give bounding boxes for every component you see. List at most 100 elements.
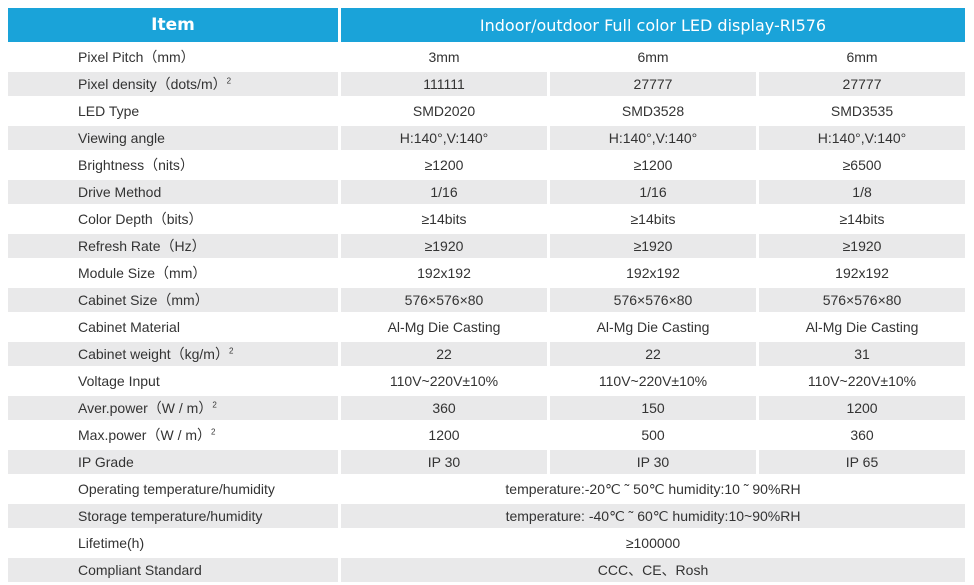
row-label-text: LED Type: [78, 103, 140, 119]
cell-value: ≥1200: [633, 157, 673, 173]
row-label: Cabinet Size（mm）: [8, 288, 338, 312]
row-label-text: Pixel Pitch（mm）: [78, 49, 195, 65]
table-row: Lifetime(h) ≥100000: [8, 531, 965, 555]
row-label-text: IP Grade: [78, 454, 134, 470]
row-label: Lifetime(h): [78, 535, 145, 551]
cell-value: IP 30: [550, 450, 756, 474]
cell-value: 6mm: [637, 49, 669, 65]
cell-value: ≥6500: [842, 157, 882, 173]
cell-value: 1/16: [550, 180, 756, 204]
row-label: Viewing angle: [8, 126, 338, 150]
cell-value: 1/16: [341, 180, 547, 204]
cell-value: H:140°,V:140°: [759, 126, 966, 150]
row-label: Cabinet Material: [8, 315, 338, 339]
cell-value: 360: [850, 427, 874, 443]
cell-value: 1200: [759, 396, 966, 420]
merged-cell-value: temperature: -40℃ ˜ 60℃ humidity:10~90%R…: [341, 504, 966, 528]
cell-value: Al-Mg Die Casting: [596, 319, 710, 335]
item-column-header: Item: [8, 8, 338, 42]
row-label: Aver.power（W / m）2: [8, 396, 338, 420]
header-row: Item Indoor/outdoor Full color LED displ…: [8, 8, 966, 42]
table-row: IP Grade IP 30 IP 30 IP 65: [8, 450, 966, 474]
cell-value: IP 65: [759, 450, 966, 474]
product-column-header: Indoor/outdoor Full color LED display-RI…: [341, 8, 966, 42]
table-row: Refresh Rate（Hz） ≥1920 ≥1920 ≥1920: [8, 234, 966, 258]
cell-value: 576×576×80: [550, 288, 756, 312]
cell-value: 192x192: [835, 265, 889, 281]
row-label: Module Size（mm）: [8, 261, 338, 285]
row-label: Compliant Standard: [8, 558, 338, 582]
cell-value: 110V~220V±10%: [598, 373, 708, 389]
cell-value: ≥14bits: [421, 211, 467, 227]
row-label-text: Max.power（W / m）: [78, 427, 212, 443]
table-row: Cabinet Size（mm） 576×576×80 576×576×80 576×…: [8, 288, 966, 312]
unit-superscript: 2: [228, 346, 234, 356]
spec-table: Item Indoor/outdoor Full color LED displ…: [5, 5, 968, 585]
cell-value: SMD3535: [830, 103, 894, 119]
row-label-text: Cabinet Material: [78, 319, 180, 335]
table-row: Color Depth（bits） ≥14bits ≥14bits ≥14bits: [8, 207, 965, 231]
row-label: Cabinet weight（kg/m）2: [8, 342, 338, 366]
row-label: Operating temperature/humidity: [78, 481, 275, 497]
cell-value: 500: [641, 427, 665, 443]
merged-cell-value: ≥100000: [625, 535, 681, 551]
row-label-text: Viewing angle: [78, 130, 165, 146]
row-label: Color Depth（bits）: [8, 207, 338, 231]
row-label: Pixel density（dots/m）2: [8, 72, 338, 96]
cell-value: H:140°,V:140°: [341, 126, 547, 150]
row-label: Brightness（nits）: [8, 153, 338, 177]
table-row: Max.power（W / m）2 1200 500 360: [8, 423, 965, 447]
merged-cell-value: CCC、CE、Rosh: [341, 558, 966, 582]
unit-superscript: 2: [212, 400, 217, 410]
cell-value: 192x192: [626, 265, 680, 281]
cell-value: 150: [550, 396, 756, 420]
cell-value: SMD2020: [412, 103, 476, 119]
cell-value: 3mm: [428, 49, 460, 65]
row-label: Refresh Rate（Hz）: [8, 234, 338, 258]
row-label-text: Aver.power（W / m）: [78, 400, 213, 416]
row-label-text: Module Size（mm）: [78, 265, 207, 281]
cell-value: 22: [341, 342, 547, 366]
table-row: Drive Method 1/16 1/16 1/8: [8, 180, 966, 204]
cell-value: ≥1920: [341, 234, 547, 258]
cell-value: ≥1920: [759, 234, 966, 258]
row-label-text: Brightness（nits）: [78, 157, 194, 173]
cell-value: SMD3528: [621, 103, 685, 119]
table-row: Aver.power（W / m）2 360 150 1200: [8, 396, 966, 420]
row-label-text: Drive Method: [78, 184, 162, 200]
row-label: Max.power（W / m）2: [8, 423, 338, 447]
table-row: Cabinet weight（kg/m）2 22 22 31: [8, 342, 966, 366]
cell-value: Al-Mg Die Casting: [805, 319, 919, 335]
table-row: Module Size（mm） 192x192 192x192 192x192: [8, 261, 965, 285]
row-label: Storage temperature/humidity: [8, 504, 338, 528]
row-label-text: Pixel density（dots/m）: [78, 76, 227, 92]
spec-body: Pixel Pitch（mm） 3mm 6mm 6mm Pixel density（do…: [8, 45, 966, 582]
table-row: Cabinet Material Al-Mg Die Casting Al-Mg D…: [8, 315, 965, 339]
table-row: Operating temperature/humidity temperatur…: [8, 477, 965, 501]
row-label: Voltage Input: [8, 369, 338, 393]
cell-value: 576×576×80: [341, 288, 547, 312]
row-label: Pixel Pitch（mm）: [8, 45, 338, 69]
row-label-text: Cabinet Size（mm）: [78, 292, 209, 308]
cell-value: IP 30: [341, 450, 547, 474]
cell-value: 360: [341, 396, 547, 420]
cell-value: ≥1200: [424, 157, 464, 173]
cell-value: 22: [550, 342, 756, 366]
unit-superscript: 2: [211, 427, 216, 437]
cell-value: 110V~220V±10%: [807, 373, 917, 389]
table-row: Storage temperature/humidity temperature:…: [8, 504, 966, 528]
table-row: Compliant Standard CCC、CE、Rosh: [8, 558, 966, 582]
table-row: Voltage Input 110V~220V±10% 110V~220V±10% 1…: [8, 369, 965, 393]
cell-value: 31: [759, 342, 966, 366]
row-label: LED Type: [8, 99, 338, 123]
row-label: IP Grade: [8, 450, 338, 474]
cell-value: H:140°,V:140°: [550, 126, 756, 150]
row-label-text: Cabinet weight（kg/m）: [78, 346, 229, 362]
cell-value: Al-Mg Die Casting: [387, 319, 501, 335]
cell-value: 6mm: [846, 49, 878, 65]
merged-cell-value: temperature:-20℃ ˜ 50℃ humidity:10 ˜ 90%…: [505, 480, 801, 497]
cell-value: 1200: [428, 427, 460, 443]
cell-value: 27777: [550, 72, 756, 96]
table-row: Viewing angle H:140°,V:140° H:140°,V:140° H…: [8, 126, 966, 150]
cell-value: 110V~220V±10%: [389, 373, 499, 389]
